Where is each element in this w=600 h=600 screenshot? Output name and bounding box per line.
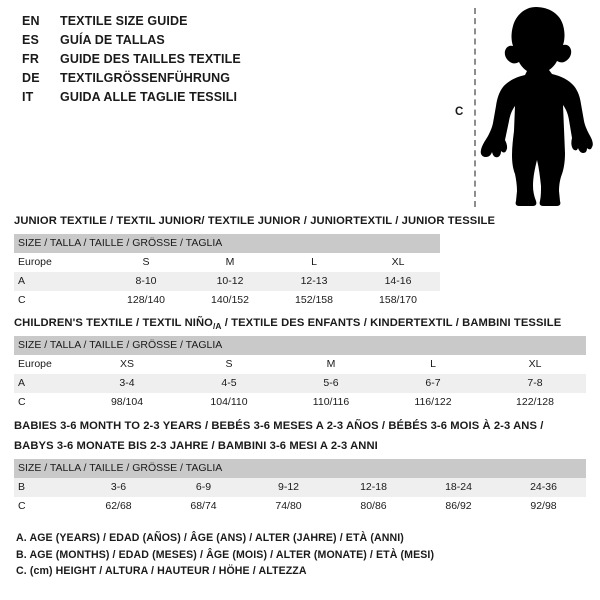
table-cell: 6-9 bbox=[195, 481, 212, 493]
table-cell: 4-5 bbox=[221, 377, 237, 389]
table-cell: 8-10 bbox=[135, 275, 157, 287]
band-label: SIZE / TALLA / TAILLE / GRÖSSE / TAGLIA bbox=[18, 237, 223, 249]
table-row: C 128/140 140/152 152/158 158/170 bbox=[14, 291, 441, 310]
row-label: C bbox=[18, 500, 26, 512]
table-cell: 24-36 bbox=[530, 481, 557, 493]
table-band-row: SIZE / TALLA / TAILLE / GRÖSSE / TAGLIA bbox=[14, 459, 586, 478]
table-cell: L bbox=[430, 358, 436, 370]
table-cell: 9-12 bbox=[277, 481, 299, 493]
table-cell: 10-12 bbox=[216, 275, 244, 287]
table-row: B 3-6 6-9 9-12 12-18 18-24 24-36 bbox=[14, 478, 586, 497]
row-label: A bbox=[18, 377, 26, 389]
section-title-children-sub: /A bbox=[212, 321, 222, 331]
legend-line-a: A. AGE (YEARS) / EDAD (AÑOS) / ÂGE (ANS)… bbox=[16, 532, 404, 544]
table-cell: 86/92 bbox=[445, 500, 472, 512]
table-cell: M bbox=[225, 256, 235, 268]
section-title-junior: JUNIOR TEXTILE / TEXTIL JUNIOR/ TEXTILE … bbox=[14, 215, 496, 227]
babies-size-table: SIZE / TALLA / TAILLE / GRÖSSE / TAGLIA … bbox=[14, 459, 586, 516]
table-cell: 98/104 bbox=[110, 396, 144, 408]
height-dashed-line bbox=[474, 8, 476, 207]
table-cell: S bbox=[225, 358, 233, 370]
table-row: Europe XS S M L XL bbox=[14, 355, 587, 374]
table-cell: 158/170 bbox=[379, 294, 417, 306]
language-title: GUIDE DES TAILLES TEXTILE bbox=[60, 52, 241, 66]
section-title-children-pre: CHILDREN'S TEXTILE / TEXTIL NIÑO bbox=[14, 317, 213, 329]
table-cell: XS bbox=[119, 358, 134, 370]
table-band-row: SIZE / TALLA / TAILLE / GRÖSSE / TAGLIA bbox=[14, 336, 587, 355]
table-cell: M bbox=[326, 358, 336, 370]
table-cell: 68/74 bbox=[190, 500, 217, 512]
band-label: SIZE / TALLA / TAILLE / GRÖSSE / TAGLIA bbox=[18, 339, 223, 351]
table-cell: 18-24 bbox=[445, 481, 472, 493]
language-row: DE TEXTILGRÖSSENFÜHRUNG bbox=[22, 71, 442, 90]
table-cell: 74/80 bbox=[275, 500, 302, 512]
language-row: ES GUÍA DE TALLAS bbox=[22, 33, 442, 52]
toddler-silhouette-icon bbox=[480, 7, 593, 206]
table-band-row: SIZE / TALLA / TAILLE / GRÖSSE / TAGLIA bbox=[14, 234, 441, 253]
language-code: IT bbox=[22, 90, 34, 104]
table-row: A 8-10 10-12 12-13 14-16 bbox=[14, 272, 441, 291]
table-cell: 122/128 bbox=[516, 396, 554, 408]
table-cell: 152/158 bbox=[295, 294, 333, 306]
row-label: Europe bbox=[18, 358, 52, 370]
section-title-children-post: / TEXTILE DES ENFANTS / KINDERTEXTIL / B… bbox=[221, 317, 562, 329]
language-row: EN TEXTILE SIZE GUIDE bbox=[22, 14, 442, 33]
table-row: C 62/68 68/74 74/80 80/86 86/92 92/98 bbox=[14, 497, 586, 516]
table-cell: S bbox=[142, 256, 150, 268]
table-row: C 98/104 104/110 110/116 116/122 122/128 bbox=[14, 393, 587, 412]
children-size-table: SIZE / TALLA / TAILLE / GRÖSSE / TAGLIA … bbox=[14, 336, 587, 412]
language-title: TEXTILE SIZE GUIDE bbox=[60, 14, 188, 28]
row-label: Europe bbox=[18, 256, 52, 268]
section-children: CHILDREN'S TEXTILE / TEXTIL NIÑO/A / TEX… bbox=[14, 316, 587, 412]
table-cell: 7-8 bbox=[527, 377, 543, 389]
band-label: SIZE / TALLA / TAILLE / GRÖSSE / TAGLIA bbox=[18, 462, 223, 474]
junior-size-table: SIZE / TALLA / TAILLE / GRÖSSE / TAGLIA … bbox=[14, 234, 441, 310]
language-code: ES bbox=[22, 33, 40, 47]
section-title-babies-line2: BABYS 3-6 MONATE BIS 2-3 JAHRE / BAMBINI… bbox=[14, 440, 378, 452]
table-row: Europe S M L XL bbox=[14, 253, 441, 272]
table-cell: 3-6 bbox=[110, 481, 127, 493]
legend-block: A. AGE (YEARS) / EDAD (AÑOS) / ÂGE (ANS)… bbox=[16, 530, 536, 580]
table-cell: 62/68 bbox=[105, 500, 132, 512]
table-cell: 92/98 bbox=[530, 500, 557, 512]
language-code: FR bbox=[22, 52, 40, 66]
table-cell: XL bbox=[391, 256, 405, 268]
row-label: A bbox=[18, 275, 26, 287]
language-row: IT GUIDA ALLE TAGLIE TESSILI bbox=[22, 90, 442, 109]
table-cell: 116/122 bbox=[414, 396, 452, 408]
legend-line-b: B. AGE (MONTHS) / EDAD (MESES) / ÂGE (MO… bbox=[16, 548, 435, 561]
table-cell: 140/152 bbox=[211, 294, 249, 306]
height-measure-figure: C bbox=[446, 0, 600, 212]
table-cell: XL bbox=[528, 358, 542, 370]
row-label: C bbox=[18, 396, 26, 408]
row-label: B bbox=[18, 481, 26, 493]
table-cell: 12-13 bbox=[300, 275, 328, 287]
height-measure-label: C bbox=[455, 106, 464, 118]
table-cell: 104/110 bbox=[210, 396, 248, 408]
section-title-babies-line1: BABIES 3-6 MONTH TO 2-3 YEARS / BEBÉS 3-… bbox=[14, 420, 544, 432]
section-junior: JUNIOR TEXTILE / TEXTIL JUNIOR/ TEXTILE … bbox=[14, 214, 496, 310]
section-title-children: CHILDREN'S TEXTILE / TEXTIL NIÑO/A / TEX… bbox=[14, 316, 586, 331]
table-cell: 14-16 bbox=[384, 275, 412, 287]
section-babies: BABIES 3-6 MONTH TO 2-3 YEARS / BEBÉS 3-… bbox=[14, 419, 586, 516]
language-code: DE bbox=[22, 71, 40, 85]
table-cell: 5-6 bbox=[323, 377, 339, 389]
table-cell: 3-4 bbox=[119, 377, 135, 389]
table-cell: L bbox=[311, 256, 317, 268]
table-row: A 3-4 4-5 5-6 6-7 7-8 bbox=[14, 374, 587, 393]
table-cell: 6-7 bbox=[425, 377, 441, 389]
table-cell: 128/140 bbox=[127, 294, 165, 306]
language-row: FR GUIDE DES TAILLES TEXTILE bbox=[22, 52, 442, 71]
language-title: GUIDA ALLE TAGLIE TESSILI bbox=[60, 90, 238, 104]
table-cell: 12-18 bbox=[360, 481, 387, 493]
row-label: C bbox=[18, 294, 26, 306]
table-cell: 110/116 bbox=[312, 396, 350, 408]
table-cell: 80/86 bbox=[360, 500, 387, 512]
language-title: TEXTILGRÖSSENFÜHRUNG bbox=[60, 71, 231, 85]
language-header-list: EN TEXTILE SIZE GUIDE ES GUÍA DE TALLAS … bbox=[22, 14, 442, 109]
language-title: GUÍA DE TALLAS bbox=[60, 33, 165, 47]
legend-line-c: C. (cm) HEIGHT / ALTURA / HAUTEUR / HÖHE… bbox=[16, 565, 307, 577]
language-code: EN bbox=[22, 14, 40, 28]
